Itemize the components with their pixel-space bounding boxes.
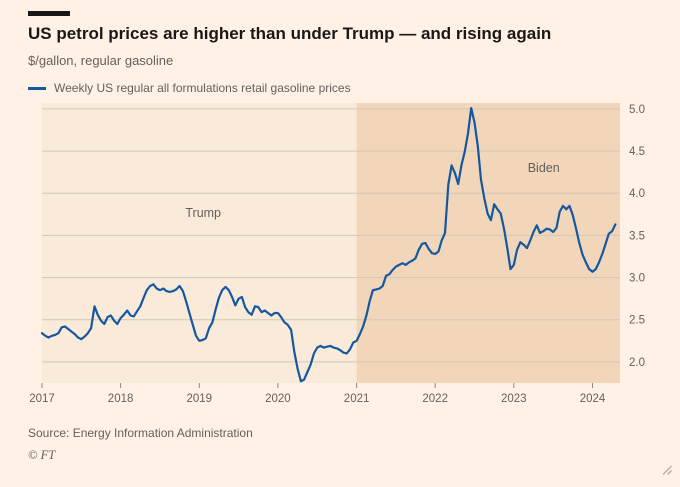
svg-text:3.0: 3.0	[629, 273, 645, 285]
era-annotations: Trump Biden	[185, 161, 559, 220]
svg-text:2019: 2019	[187, 393, 213, 405]
chart-subtitle: $/gallon, regular gasoline	[28, 53, 174, 68]
svg-text:2018: 2018	[108, 393, 134, 405]
era-bands	[42, 103, 620, 383]
svg-text:2.5: 2.5	[629, 315, 645, 327]
gridlines	[42, 108, 620, 363]
svg-text:2022: 2022	[422, 393, 448, 405]
svg-text:2024: 2024	[580, 393, 606, 405]
svg-text:2020: 2020	[265, 393, 291, 405]
top-rule	[28, 11, 70, 16]
legend-label: Weekly US regular all formulations retai…	[54, 81, 351, 95]
page-title: US petrol prices are higher than under T…	[28, 24, 552, 43]
price-line	[40, 107, 617, 383]
legend: Weekly US regular all formulations retai…	[28, 81, 351, 95]
ft-copyright: © FT	[28, 448, 56, 462]
svg-text:4.0: 4.0	[629, 188, 645, 200]
x-axis: 2017 2018 2019 2020 2021 2022 2023 2024	[29, 383, 606, 405]
svg-text:4.5: 4.5	[629, 146, 645, 158]
svg-text:3.5: 3.5	[629, 230, 645, 242]
svg-text:Biden: Biden	[528, 161, 560, 175]
svg-text:2.0: 2.0	[629, 357, 645, 369]
resize-handle-icon[interactable]	[659, 462, 672, 475]
y-axis-labels: 2.0 2.5 3.0 3.5 4.0 4.5 5.0	[629, 104, 645, 369]
legend-line-swatch	[28, 86, 46, 90]
svg-text:2023: 2023	[501, 393, 527, 405]
line-chart: 2.02.53.03.54.04.55.0 2017 2018 2019 2020 20…	[29, 103, 645, 405]
svg-text:2017: 2017	[29, 393, 55, 405]
svg-text:5.0: 5.0	[629, 104, 645, 116]
source-note: Source: Energy Information Administratio…	[28, 426, 253, 440]
svg-text:2021: 2021	[344, 393, 370, 405]
svg-text:Trump: Trump	[185, 206, 221, 220]
